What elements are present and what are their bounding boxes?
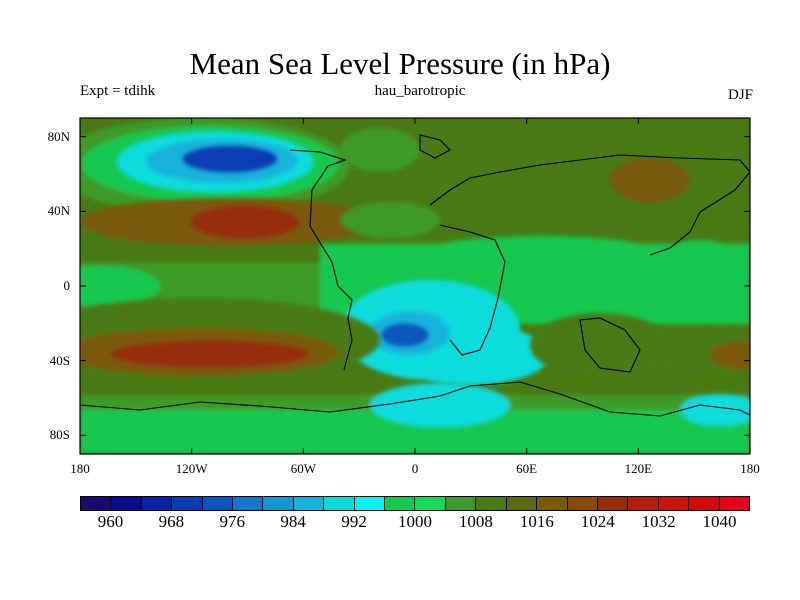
colorbar-label: 976 — [219, 512, 246, 531]
colorbar-swatch — [111, 497, 142, 510]
colorbar-swatch — [476, 497, 507, 510]
y-tick-label: 0 — [63, 278, 71, 293]
case-label: hau_barotropic — [374, 83, 466, 99]
x-tick-label: 120W — [175, 461, 208, 476]
coast-australia — [579, 317, 641, 373]
north-pacific-high — [80, 198, 380, 246]
colorbar-label: 1016 — [519, 512, 554, 531]
x-tick-label: 60E — [516, 461, 538, 476]
y-tick-label: 40S — [49, 352, 70, 368]
coast-antarctica — [80, 381, 750, 417]
axis-ticks — [79, 118, 751, 454]
coast-north-america — [289, 149, 347, 287]
colorbar-swatch — [567, 497, 598, 510]
coastlines — [80, 134, 750, 417]
colorbar-label: 960 — [97, 512, 124, 531]
south-pacific-high — [80, 298, 380, 382]
colorbar-label: 992 — [341, 512, 367, 531]
colorbar-label: 1024 — [580, 512, 615, 531]
colorbar-swatch — [172, 497, 203, 510]
colorbar-swatch — [354, 497, 386, 510]
colorbar-label: 984 — [280, 512, 306, 531]
coast-africa — [439, 224, 506, 356]
colorbar-swatch — [445, 497, 477, 510]
colorbar-label: 1032 — [641, 512, 676, 531]
colorbar-swatch — [415, 497, 446, 510]
x-tick-label: 180 — [70, 461, 90, 476]
colorbar-swatch — [324, 497, 355, 510]
colorbar-label: 1000 — [398, 512, 432, 531]
season-label: DJF — [727, 87, 753, 103]
southern-ocean-band — [80, 383, 750, 454]
x-tick-label: 0 — [411, 461, 419, 476]
coast-greenland — [419, 134, 451, 159]
colorbar-swatch — [385, 497, 416, 510]
map-field — [80, 118, 750, 454]
colorbar-swatch — [658, 497, 690, 510]
colorbar-swatch — [263, 497, 294, 510]
y-tick-label: 80N — [47, 128, 70, 144]
coast-europe-asia — [429, 154, 750, 256]
y-tick-label: 40N — [47, 203, 70, 219]
coast-south-america — [337, 285, 353, 371]
colorbar-swatch — [81, 497, 112, 510]
eurasian-highs — [340, 128, 690, 238]
colorbar-swatch — [597, 497, 629, 510]
colorbar-swatch — [537, 497, 568, 510]
colorbar-label: 1040 — [702, 512, 737, 531]
colorbar-swatch — [628, 497, 659, 510]
colorbar-swatch — [506, 497, 538, 510]
x-tick-label: 120E — [624, 461, 653, 476]
south-atlantic-low — [340, 280, 550, 385]
colorbar — [80, 496, 750, 511]
colorbar-swatch — [719, 497, 749, 510]
chart-title: Mean Sea Level Pressure (in hPa) — [189, 46, 611, 81]
colorbar-label: 1008 — [458, 512, 493, 531]
y-tick-label: 80S — [49, 427, 70, 443]
experiment-label: Expt = tdihk — [80, 83, 156, 99]
colorbar-swatch — [141, 497, 173, 510]
colorbar-swatch — [293, 497, 325, 510]
colorbar-swatch — [233, 497, 264, 510]
x-tick-label: 60W — [290, 461, 316, 476]
colorbar-swatch — [689, 497, 720, 510]
colorbar-swatch — [202, 497, 234, 510]
x-tick-label: 180 — [740, 461, 760, 476]
colorbar-label: 968 — [158, 512, 185, 531]
north-pacific-low — [80, 118, 350, 214]
